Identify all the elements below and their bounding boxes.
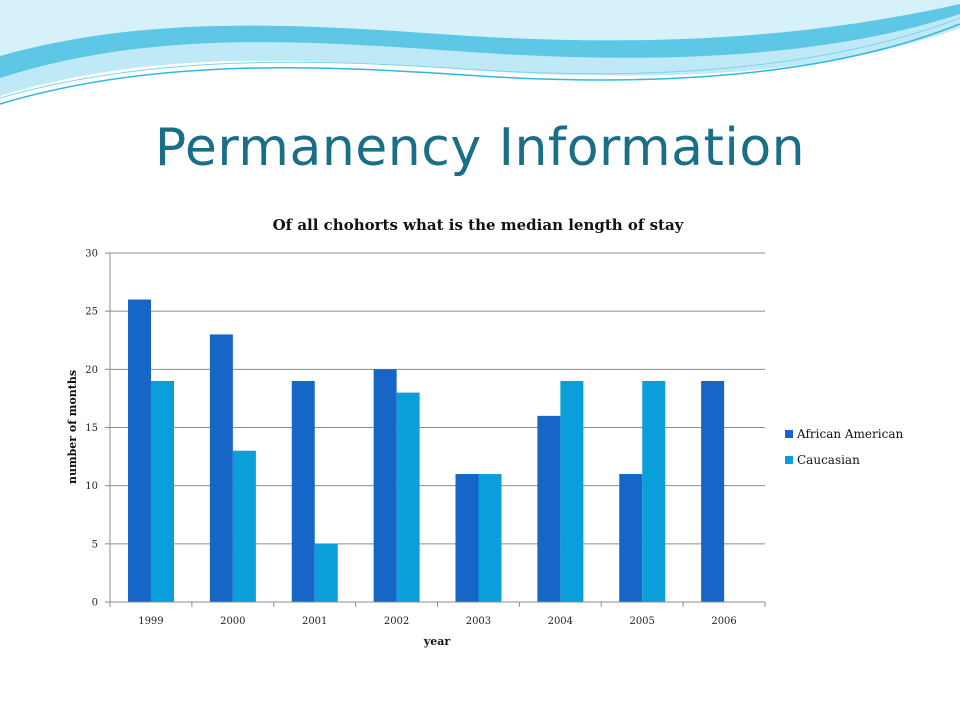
bar-caucasian-1999 <box>151 380 174 602</box>
x-tick-label: 2002 <box>384 616 409 627</box>
axes: 0 5 10 15 20 25 30 1999 2000 2001 2002 2003 2004 2005… <box>85 249 766 627</box>
legend-label: African American <box>796 427 903 441</box>
legend-label: Caucasian <box>797 453 860 467</box>
bar-african-american-2000 <box>209 334 233 602</box>
bar-caucasian-2003 <box>478 474 502 602</box>
wave-line-1 <box>0 23 960 105</box>
y-tick-label: 5 <box>92 539 98 550</box>
bar-african-american-2001 <box>291 380 315 602</box>
legend: African American Caucasian <box>785 427 903 467</box>
x-tick-label: 2003 <box>466 616 491 627</box>
bar-caucasian-2005 <box>642 380 666 602</box>
y-tick-label: 20 <box>85 365 98 376</box>
y-tick-label: 0 <box>92 598 98 609</box>
x-tick-label: 2005 <box>629 616 654 627</box>
bar-african-american-1999 <box>128 299 151 602</box>
chart-title: Of all chohorts what is the median lengt… <box>273 216 685 234</box>
wave-line-2 <box>0 17 960 99</box>
bar-caucasian-2000 <box>232 450 256 602</box>
bar-caucasian-2001 <box>314 543 338 602</box>
bar-african-american-2002 <box>373 369 397 602</box>
gridlines <box>110 252 765 603</box>
bar-caucasian-2002 <box>396 392 420 602</box>
y-axis-title: number of months <box>66 370 79 484</box>
x-tick-label: 2001 <box>302 616 327 627</box>
bar-african-american-2003 <box>455 474 479 602</box>
x-tick-label: 2004 <box>548 616 573 627</box>
bars <box>128 299 725 602</box>
x-tick-label: 2006 <box>711 616 736 627</box>
bar-african-american-2006 <box>701 380 725 602</box>
decorative-wave-banner <box>0 0 960 105</box>
wave-top-band <box>0 0 960 56</box>
y-tick-label: 10 <box>85 481 98 492</box>
bar-african-american-2004 <box>537 415 561 602</box>
y-tick-label: 15 <box>85 423 98 434</box>
legend-swatch <box>785 430 793 438</box>
x-tick-label: 2000 <box>220 616 245 627</box>
bar-african-american-2005 <box>619 474 643 602</box>
legend-swatch <box>785 456 793 464</box>
x-tick-label: 1999 <box>138 616 163 627</box>
slide-title: Permanency Information <box>154 118 806 178</box>
y-tick-label: 25 <box>85 307 98 318</box>
y-tick-label: 30 <box>85 249 98 260</box>
bar-caucasian-2004 <box>560 380 584 602</box>
x-axis-title: year <box>423 635 451 648</box>
